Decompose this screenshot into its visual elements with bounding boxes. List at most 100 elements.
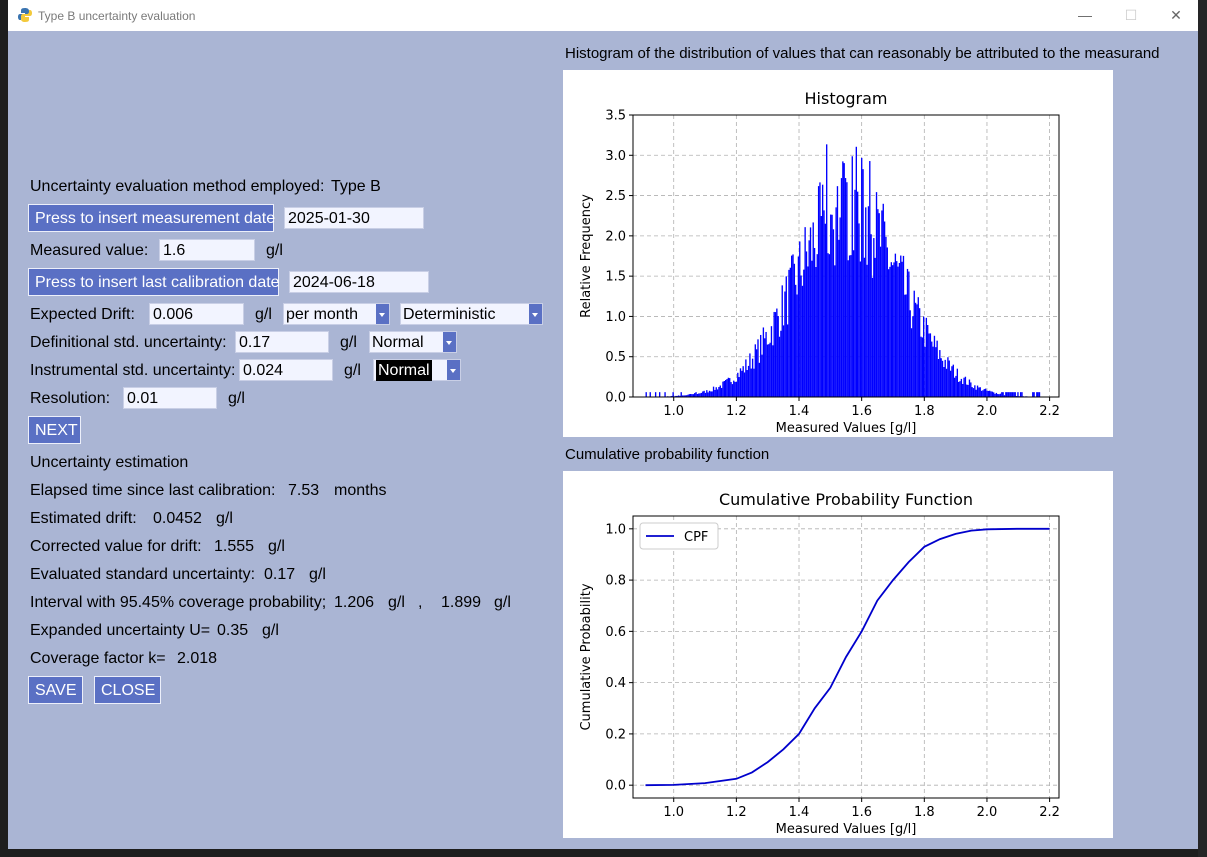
histogram-bar — [922, 316, 925, 397]
histogram-bar — [843, 163, 845, 397]
histogram-bar — [834, 265, 836, 397]
y-axis-label: Cumulative Probability — [579, 583, 594, 730]
instrumental-distribution-select[interactable]: Normal — [373, 359, 461, 381]
x-tick-label: 2.2 — [1039, 805, 1060, 820]
histogram-bar — [840, 178, 843, 397]
interval-low-value: 1.206 — [334, 594, 375, 611]
drift-type-select[interactable]: Deterministic — [400, 303, 543, 325]
histogram-bar — [758, 362, 761, 397]
histogram-bar — [694, 393, 696, 397]
histogram-bar — [894, 253, 897, 397]
histogram-bar — [929, 333, 932, 397]
histogram-bar — [755, 349, 758, 397]
histogram-bar — [742, 366, 744, 397]
histogram-bars — [645, 144, 1050, 397]
histogram-bar — [819, 182, 821, 397]
definitional-distribution-select[interactable]: Normal — [369, 331, 457, 353]
instrumental-uncertainty-field[interactable]: 0.024 — [239, 359, 333, 381]
save-button[interactable]: SAVE — [28, 676, 83, 704]
interval-high-value: 1.899 — [441, 594, 482, 611]
histogram-bar — [723, 380, 725, 397]
interval-label: Interval with 95.45% coverage probabilit… — [30, 594, 327, 611]
next-button[interactable]: NEXT — [28, 416, 81, 444]
histogram-bar — [726, 379, 728, 397]
histogram-bar — [777, 316, 779, 397]
histogram-bar — [909, 310, 911, 397]
minimize-button[interactable]: — — [1078, 7, 1092, 23]
histogram-bar — [947, 357, 949, 397]
interval-high-unit: g/l — [494, 594, 511, 611]
histogram-bar — [685, 395, 688, 397]
histogram-bar — [731, 384, 734, 397]
measurement-date-button[interactable]: Press to insert measurement date — [28, 204, 275, 232]
histogram-bar — [664, 392, 666, 397]
title-bar[interactable]: Type B uncertainty evaluation — ☐ ✕ — [8, 0, 1198, 31]
standard-uncertainty-label: Evaluated standard uncertainty: — [30, 566, 256, 583]
drift-period-select[interactable]: per month — [283, 303, 390, 325]
histogram-bar — [956, 368, 959, 397]
histogram-bar — [792, 254, 794, 397]
histogram-bar — [939, 350, 941, 397]
histogram-bar — [698, 393, 700, 397]
histogram-bar — [751, 358, 754, 397]
histogram-bar — [691, 394, 693, 397]
histogram-bar — [836, 186, 839, 397]
close-window-button[interactable]: ✕ — [1170, 7, 1182, 23]
y-axis-label: Relative Frequency — [579, 194, 594, 318]
histogram-bar — [835, 207, 837, 397]
calibration-date-button[interactable]: Press to insert last calibration date — [28, 268, 280, 296]
histogram-caption: Histogram of the distribution of values … — [565, 45, 1160, 62]
estimated-drift-label: Estimated drift: — [30, 510, 137, 527]
histogram-bar — [866, 264, 868, 397]
x-tick-label: 1.4 — [789, 805, 810, 820]
y-tick-label: 2.0 — [605, 229, 626, 244]
histogram-bar — [823, 210, 825, 397]
histogram-bar — [882, 203, 884, 397]
histogram-bar — [976, 385, 979, 397]
close-button[interactable]: CLOSE — [94, 676, 161, 704]
histogram-bar — [998, 394, 1000, 397]
y-tick-label: 0.0 — [605, 779, 626, 794]
histogram-bar — [885, 236, 887, 397]
histogram-bar — [785, 276, 787, 397]
histogram-bar — [865, 207, 867, 397]
measured-value-field[interactable]: 1.6 — [159, 239, 255, 261]
histogram-bar — [1002, 392, 1004, 397]
histogram-bar — [764, 338, 766, 397]
chevron-down-icon[interactable] — [529, 304, 542, 324]
histogram-bar — [675, 395, 677, 397]
legend-box — [639, 522, 719, 550]
histogram-bar — [844, 178, 847, 397]
histogram-bar — [943, 367, 945, 397]
measurement-date-field[interactable]: 2025-01-30 — [284, 207, 424, 229]
histogram-bar — [980, 390, 983, 397]
x-tick-label: 2.0 — [977, 404, 998, 419]
maximize-button[interactable]: ☐ — [1124, 7, 1138, 23]
histogram-bar — [784, 291, 786, 397]
histogram-bar — [861, 157, 863, 397]
histogram-bar — [924, 346, 926, 397]
histogram-bar — [878, 213, 880, 397]
histogram-bar — [765, 331, 767, 397]
histogram-bar — [774, 312, 777, 397]
histogram-bar — [931, 341, 933, 397]
chevron-down-icon[interactable] — [447, 360, 460, 380]
resolution-unit: g/l — [228, 390, 245, 407]
histogram-bar — [1021, 392, 1023, 397]
expanded-uncertainty-unit: g/l — [262, 622, 279, 639]
y-tick-label: 0.0 — [605, 391, 626, 406]
histogram-bar — [858, 223, 860, 397]
definitional-uncertainty-field[interactable]: 0.17 — [235, 331, 329, 353]
histogram-bar — [809, 227, 812, 397]
chevron-down-icon[interactable] — [376, 304, 389, 324]
histogram-bar — [968, 379, 971, 397]
histogram-bar — [1006, 392, 1008, 397]
resolution-field[interactable]: 0.01 — [123, 387, 217, 409]
drift-field[interactable]: 0.006 — [149, 303, 244, 325]
histogram-bar — [645, 392, 647, 397]
calibration-date-field[interactable]: 2024-06-18 — [289, 271, 429, 293]
histogram-bar — [811, 260, 813, 397]
histogram-bar — [889, 266, 891, 397]
histogram-bar — [696, 393, 699, 397]
chevron-down-icon[interactable] — [443, 332, 456, 352]
